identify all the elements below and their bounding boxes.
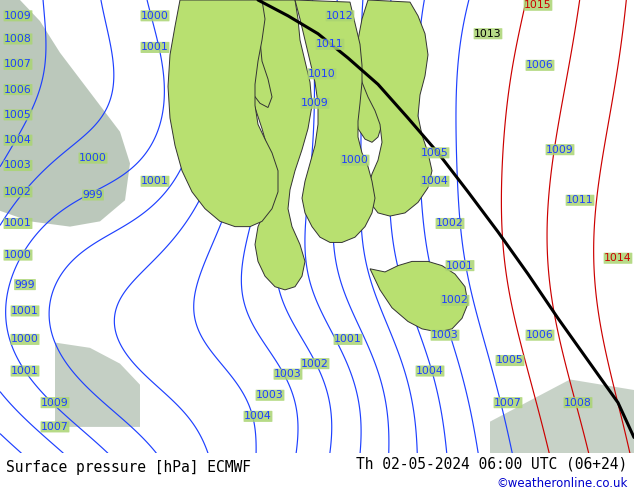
Text: 1000: 1000 bbox=[341, 155, 369, 165]
Polygon shape bbox=[358, 0, 432, 216]
Text: 1001: 1001 bbox=[11, 306, 39, 316]
Polygon shape bbox=[490, 379, 634, 453]
Text: 1002: 1002 bbox=[436, 219, 464, 228]
Text: 1004: 1004 bbox=[416, 366, 444, 376]
Text: 1006: 1006 bbox=[526, 60, 554, 71]
Text: 1001: 1001 bbox=[141, 176, 169, 186]
Text: 1007: 1007 bbox=[494, 398, 522, 408]
Polygon shape bbox=[370, 261, 468, 332]
Text: 1006: 1006 bbox=[526, 330, 554, 340]
Text: Surface pressure [hPa] ECMWF: Surface pressure [hPa] ECMWF bbox=[6, 460, 251, 475]
Text: 1014: 1014 bbox=[604, 253, 632, 263]
Text: 1012: 1012 bbox=[326, 11, 354, 21]
Text: ©weatheronline.co.uk: ©weatheronline.co.uk bbox=[496, 477, 628, 490]
Text: 1003: 1003 bbox=[274, 369, 302, 379]
Text: 1000: 1000 bbox=[141, 11, 169, 21]
Polygon shape bbox=[55, 343, 140, 427]
Text: 1002: 1002 bbox=[301, 359, 329, 368]
Text: 1002: 1002 bbox=[441, 295, 469, 305]
Text: 1005: 1005 bbox=[496, 355, 524, 366]
Polygon shape bbox=[355, 72, 382, 142]
Polygon shape bbox=[228, 0, 250, 40]
Text: 1004: 1004 bbox=[4, 135, 32, 145]
Text: 1005: 1005 bbox=[4, 110, 32, 120]
Text: 1000: 1000 bbox=[79, 153, 107, 163]
Text: 1002: 1002 bbox=[4, 187, 32, 197]
Text: 999: 999 bbox=[15, 280, 36, 290]
Polygon shape bbox=[168, 0, 278, 226]
Text: 1001: 1001 bbox=[11, 366, 39, 376]
Polygon shape bbox=[295, 0, 375, 243]
Polygon shape bbox=[0, 0, 130, 226]
Text: 1009: 1009 bbox=[301, 98, 329, 108]
Text: 1003: 1003 bbox=[256, 390, 284, 400]
Text: 1011: 1011 bbox=[566, 196, 594, 205]
Text: 1004: 1004 bbox=[421, 176, 449, 186]
Text: 1009: 1009 bbox=[41, 398, 69, 408]
Text: 1003: 1003 bbox=[4, 161, 32, 171]
Text: 1013: 1013 bbox=[474, 29, 502, 39]
Text: 1001: 1001 bbox=[334, 334, 362, 344]
Text: 1009: 1009 bbox=[546, 145, 574, 155]
Text: 1001: 1001 bbox=[446, 261, 474, 270]
Text: 1015: 1015 bbox=[524, 0, 552, 10]
Text: 1011: 1011 bbox=[316, 39, 344, 49]
Text: 1004: 1004 bbox=[244, 412, 272, 421]
Text: 999: 999 bbox=[82, 190, 103, 200]
Text: 1005: 1005 bbox=[421, 148, 449, 158]
Text: 1001: 1001 bbox=[4, 219, 32, 228]
Text: 1007: 1007 bbox=[41, 422, 69, 432]
Text: 1008: 1008 bbox=[564, 398, 592, 408]
Polygon shape bbox=[242, 0, 312, 290]
Text: 1000: 1000 bbox=[4, 250, 32, 260]
Polygon shape bbox=[240, 0, 272, 107]
Text: 1000: 1000 bbox=[11, 334, 39, 344]
Polygon shape bbox=[188, 76, 248, 177]
Text: 1008: 1008 bbox=[4, 34, 32, 44]
Text: Th 02-05-2024 06:00 UTC (06+24): Th 02-05-2024 06:00 UTC (06+24) bbox=[356, 456, 628, 471]
Text: 1010: 1010 bbox=[308, 69, 336, 79]
Text: 1009: 1009 bbox=[4, 11, 32, 21]
Text: 1001: 1001 bbox=[141, 43, 169, 52]
Text: 1007: 1007 bbox=[4, 59, 32, 69]
Text: 1003: 1003 bbox=[431, 330, 459, 340]
Text: 1006: 1006 bbox=[4, 85, 32, 95]
